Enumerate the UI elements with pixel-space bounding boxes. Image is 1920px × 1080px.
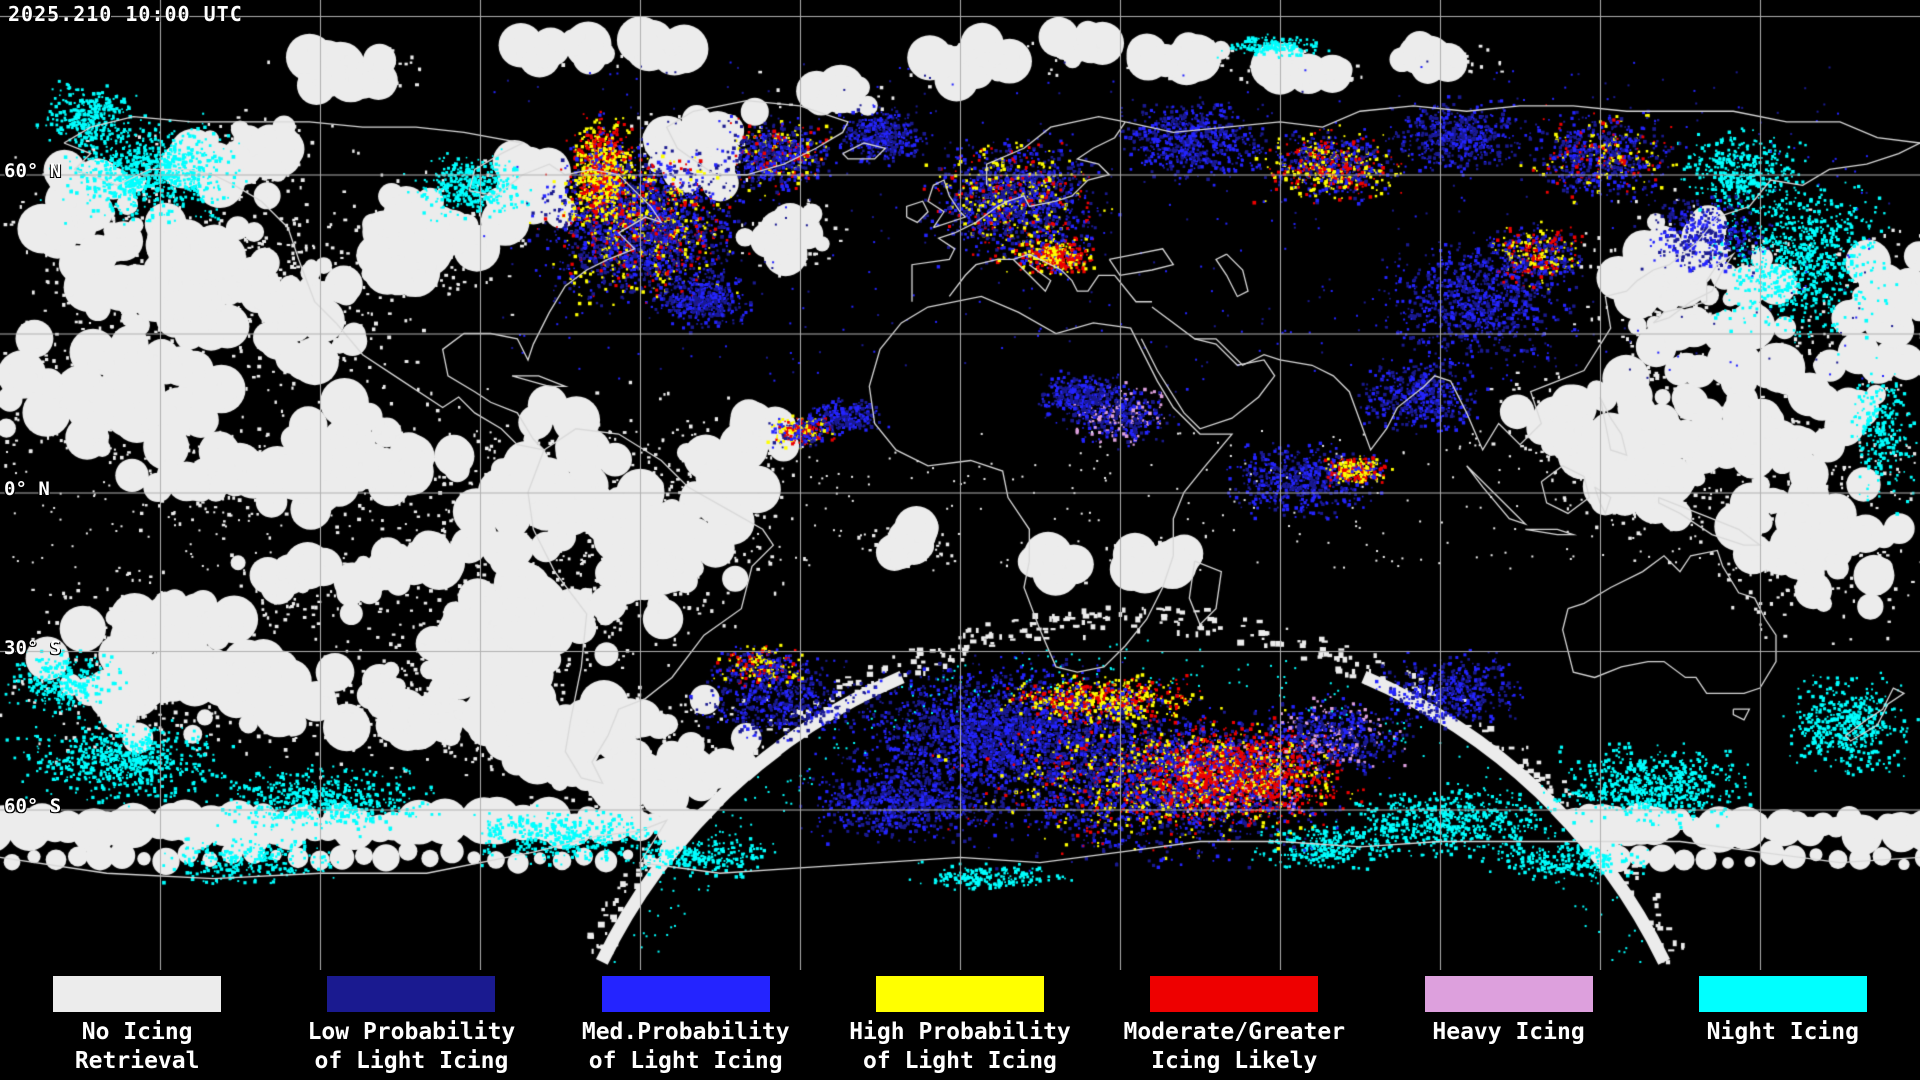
legend-swatch-no-icing: [53, 976, 222, 1012]
latitude-label-0: 0° N: [4, 478, 50, 500]
legend-label-line: Moderate/Greater: [1123, 1019, 1346, 1045]
legend-label-line: of Light Icing: [588, 1048, 783, 1074]
legend-item-high-probability: High Probability of Light Icing: [823, 974, 1097, 1080]
legend-label-low-probability: Low Probability of Light Icing: [274, 1018, 548, 1076]
legend-label-line: Retrieval: [74, 1048, 200, 1074]
legend-label-line: Night Icing: [1706, 1019, 1859, 1045]
map-area: 2025.210 10:00 UTC 60° N 0° N 30° S 60° …: [0, 0, 1920, 970]
legend-swatch-moderate-greater: [1150, 976, 1319, 1012]
legend-item-no-icing-retrieval: No Icing Retrieval: [0, 974, 274, 1080]
legend-item-med-probability: Med.Probability of Light Icing: [549, 974, 823, 1080]
legend-label-heavy-icing: Heavy Icing: [1371, 1018, 1645, 1047]
legend: No Icing Retrieval Low Probability of Li…: [0, 970, 1920, 1080]
world-icing-map: [0, 0, 1920, 970]
legend-label-line: of Light Icing: [863, 1048, 1057, 1074]
legend-label-line: No Icing: [81, 1019, 193, 1045]
legend-label-line: High Probability: [849, 1019, 1071, 1045]
legend-swatch-heavy-icing: [1424, 976, 1593, 1012]
legend-label-line: Icing Likely: [1151, 1048, 1318, 1074]
legend-swatch-med-probability: [601, 976, 770, 1012]
legend-label-line: Med.Probability: [581, 1019, 790, 1045]
legend-label-moderate-greater: Moderate/Greater Icing Likely: [1097, 1018, 1371, 1076]
legend-item-moderate-greater: Moderate/Greater Icing Likely: [1097, 974, 1371, 1080]
legend-label-line: of Light Icing: [314, 1048, 509, 1074]
latitude-label-60s: 60° S: [4, 795, 62, 817]
legend-label-night-icing: Night Icing: [1646, 1018, 1920, 1047]
legend-swatch-high-probability: [875, 976, 1044, 1012]
legend-swatch-night-icing: [1698, 976, 1867, 1012]
latitude-label-60n: 60° N: [4, 160, 62, 182]
legend-item-heavy-icing: Heavy Icing: [1371, 974, 1645, 1080]
legend-label-line: Low Probability: [307, 1019, 516, 1045]
legend-label-high-probability: High Probability of Light Icing: [823, 1018, 1097, 1076]
legend-item-low-probability: Low Probability of Light Icing: [274, 974, 548, 1080]
timestamp: 2025.210 10:00 UTC: [8, 2, 243, 26]
legend-label-line: Heavy Icing: [1432, 1019, 1585, 1045]
latitude-label-30s: 30° S: [4, 637, 62, 659]
legend-swatch-low-probability: [327, 976, 496, 1012]
legend-label-med-probability: Med.Probability of Light Icing: [549, 1018, 823, 1076]
legend-item-night-icing: Night Icing: [1646, 974, 1920, 1080]
legend-label-no-icing: No Icing Retrieval: [0, 1018, 274, 1076]
